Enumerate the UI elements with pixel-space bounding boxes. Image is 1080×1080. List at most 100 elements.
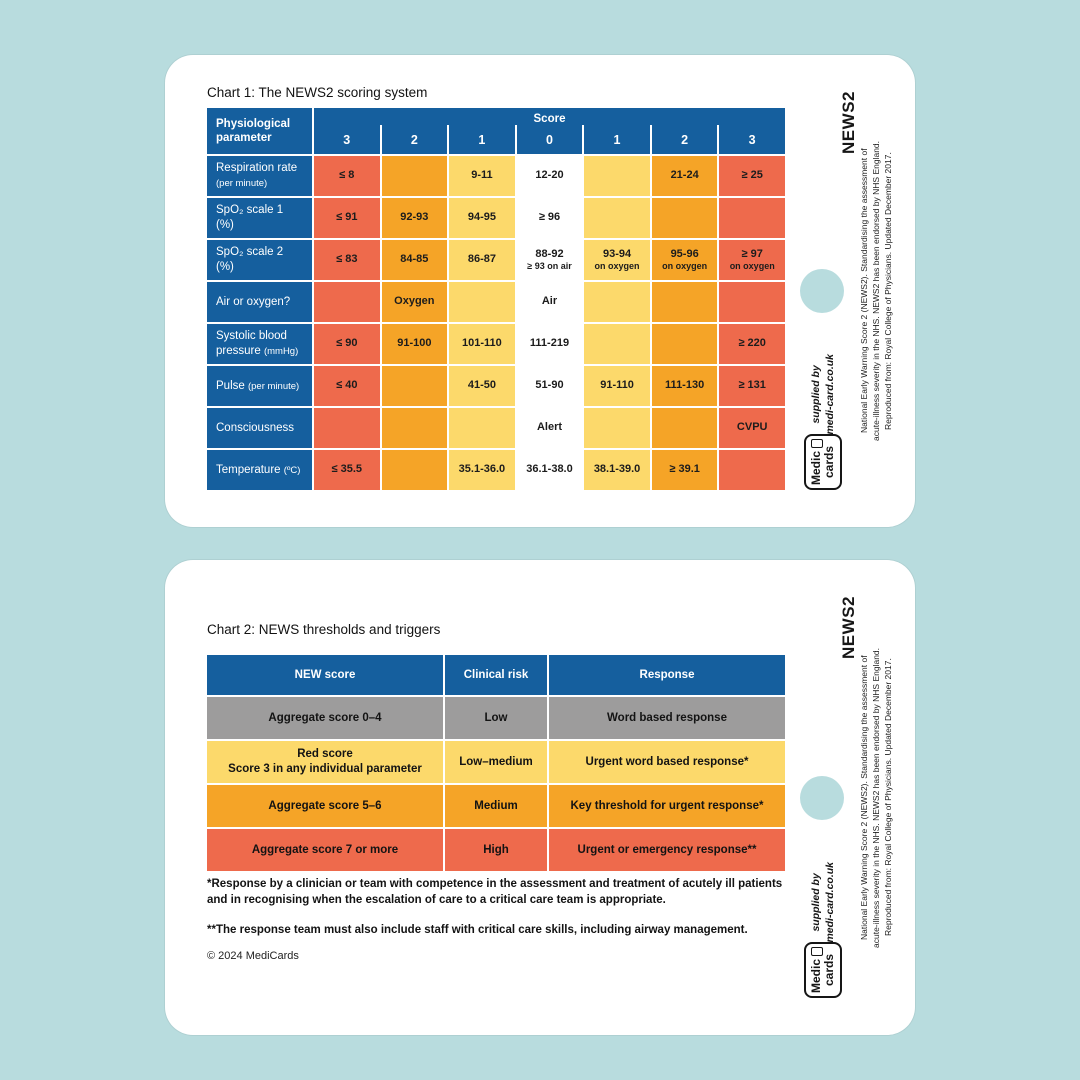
card-spine: NEWS2 National Early Warning Score 2 (NE… xyxy=(775,560,915,1035)
parameter-label: SpO₂ scale 1 (%) xyxy=(216,203,304,233)
card-icon xyxy=(810,439,823,448)
chart2-title: Chart 2: NEWS thresholds and triggers xyxy=(207,622,441,637)
new-score-text: Aggregate score 0–4 xyxy=(268,711,382,724)
fine-print-line: Reproduced from: Royal College of Physic… xyxy=(883,152,894,430)
clinical-risk-cell: High xyxy=(445,829,547,871)
score-cell xyxy=(449,408,515,448)
score-column-header: 2 xyxy=(649,125,718,154)
score-column-header: 0 xyxy=(514,125,583,154)
response-cell: Key threshold for urgent response* xyxy=(549,785,785,827)
score-cell xyxy=(651,408,718,448)
supplied-by-text: supplied by xyxy=(809,365,822,424)
new-score-cell: Aggregate score 5–6 xyxy=(207,785,443,827)
score-cell xyxy=(381,156,448,196)
score-cell: 111-219 xyxy=(516,324,583,364)
score-cell: 12-20 xyxy=(516,156,583,196)
response-cell: Word based response xyxy=(549,697,785,739)
score-header-label: Score xyxy=(533,113,566,125)
new-score-text: Aggregate score 5–6 xyxy=(268,799,382,812)
medicards-logo-text: Medic cards xyxy=(809,439,836,485)
threshold-column-header: Response xyxy=(549,655,785,695)
score-cell xyxy=(719,198,785,238)
parameter-name: Systolic blood pressure xyxy=(216,330,287,357)
parameter-label-cell: SpO₂ scale 1 (%) xyxy=(207,198,312,238)
new-score-cell: Red score Score 3 in any individual param… xyxy=(207,741,443,783)
score-cell: 86-87 xyxy=(449,240,515,280)
score-cell: 94-95 xyxy=(449,198,515,238)
parameter-label: Air or oxygen? xyxy=(216,295,290,310)
clinical-risk-cell: Low xyxy=(445,697,547,739)
supplier-url: medi-card.co.uk xyxy=(823,862,836,943)
score-cell-qualifier: ≥ 93 on air xyxy=(527,261,572,272)
attribution-fine-print: National Early Warning Score 2 (NEWS2). … xyxy=(859,81,895,501)
new-score-cell: Aggregate score 0–4 xyxy=(207,697,443,739)
score-cell: 101-110 xyxy=(449,324,515,364)
score-cell: 91-100 xyxy=(381,324,448,364)
score-cell: ≤ 90 xyxy=(314,324,380,364)
score-cell: Air xyxy=(516,282,583,322)
medicards-logo-text: Medic cards xyxy=(809,947,836,993)
score-cell: ≤ 91 xyxy=(314,198,380,238)
fine-print-line: National Early Warning Score 2 (NEWS2). … xyxy=(859,148,870,434)
score-cell xyxy=(584,282,650,322)
score-column-header: 3 xyxy=(717,125,785,154)
threshold-column-header: Clinical risk xyxy=(445,655,547,695)
parameter-name: Temperature xyxy=(216,463,281,476)
hole-punch xyxy=(800,775,844,820)
response-cell: Urgent or emergency response** xyxy=(549,829,785,871)
fine-print-line: National Early Warning Score 2 (NEWS2). … xyxy=(859,655,870,940)
parameter-label: Consciousness xyxy=(216,421,294,436)
parameter-unit: (mmHg) xyxy=(263,346,299,357)
parameter-label-cell: Air or oxygen? xyxy=(207,282,312,322)
new-score-text: Aggregate score 7 or more xyxy=(251,843,399,856)
score-cell: ≤ 40 xyxy=(314,366,380,406)
score-cell: 91-110 xyxy=(584,366,650,406)
parameter-name: SpO₂ scale 2 (%) xyxy=(216,246,284,273)
score-cell-value: 95-96 xyxy=(670,247,699,260)
score-cell: Alert xyxy=(516,408,583,448)
score-cell: 35.1-36.0 xyxy=(449,450,515,490)
score-cell: ≥ 96 xyxy=(516,198,583,238)
fine-print-line: acute-illness severity in the NHS. NEWS2… xyxy=(871,647,882,948)
score-cell xyxy=(314,282,380,322)
score-cell xyxy=(584,324,650,364)
footnote-clinician: *Response by a clinician or team with co… xyxy=(207,878,783,907)
score-column-header: 1 xyxy=(582,125,650,154)
parameter-label-cell: Consciousness xyxy=(207,408,312,448)
new-score-cell: Aggregate score 7 or more xyxy=(207,829,443,871)
score-cell: 88-92 ≥ 93 on air xyxy=(516,240,583,280)
hole-punch xyxy=(800,269,844,313)
card-news-thresholds: Chart 2: NEWS thresholds and triggers NE… xyxy=(165,560,915,1035)
score-cell: ≥ 97 on oxygen xyxy=(719,240,785,280)
parameter-label-cell: Systolic blood pressure (mmHg) xyxy=(207,324,312,364)
score-cell: ≥ 220 xyxy=(719,324,785,364)
score-cell: 38.1-39.0 xyxy=(584,450,650,490)
score-column-header: 3 xyxy=(343,132,351,147)
score-cell xyxy=(584,408,650,448)
score-cell: ≥ 25 xyxy=(719,156,785,196)
parameter-label: Systolic blood pressure (mmHg) xyxy=(216,329,304,359)
parameter-name: SpO₂ scale 1 (%) xyxy=(216,204,284,231)
supplied-by-text: supplied by xyxy=(809,873,822,932)
score-cell: ≤ 8 xyxy=(314,156,380,196)
score-column-header: 2 xyxy=(379,125,448,154)
parameter-label: Respiration rate (per minute) xyxy=(216,161,304,191)
parameter-name: Pulse xyxy=(216,379,245,392)
clinical-risk-cell: Low–medium xyxy=(445,741,547,783)
score-cell xyxy=(584,198,650,238)
score-cell xyxy=(719,282,785,322)
parameter-name: Respiration rate xyxy=(216,162,298,175)
parameter-label-cell: Pulse (per minute) xyxy=(207,366,312,406)
score-cell: 41-50 xyxy=(449,366,515,406)
parameter-unit: (ºC) xyxy=(283,464,301,476)
news2-brand-label: NEWS2 xyxy=(839,596,858,659)
score-column-header: 1 xyxy=(447,125,515,154)
parameter-label: Pulse (per minute) xyxy=(216,379,299,394)
score-cell-qualifier: on oxygen xyxy=(662,261,708,272)
card-icon xyxy=(810,947,823,956)
parameter-name: Consciousness xyxy=(216,421,294,434)
copyright-line: © 2024 MediCards xyxy=(207,950,299,962)
